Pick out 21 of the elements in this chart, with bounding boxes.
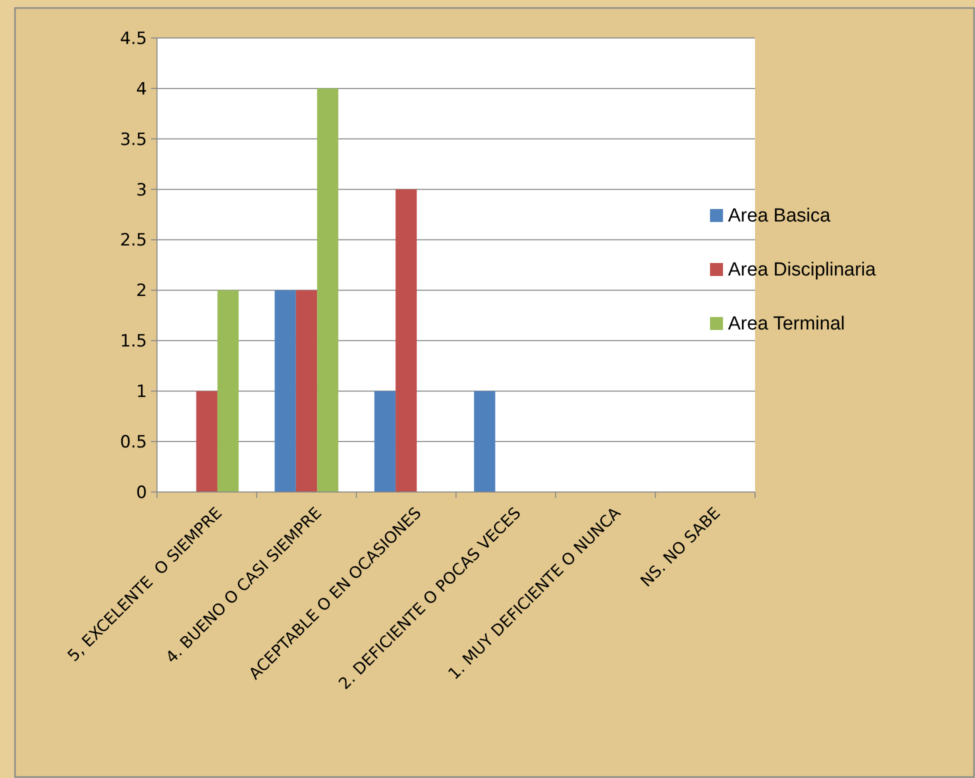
legend-label: Area Basica [728,206,831,227]
legend-label: Area Terminal [728,314,845,335]
y-tick-label: 1.5 [120,332,147,352]
bar [196,391,218,492]
y-tick-label: 2.5 [120,230,147,251]
y-tick-label: 4 [136,79,147,100]
bar [296,290,318,492]
y-tick-label: 0 [136,482,147,503]
y-tick-label: 2 [136,281,147,302]
y-tick-label: 0.5 [120,432,147,453]
y-tick-label: 3 [136,180,147,200]
y-tick-label: 1 [136,382,147,402]
bar [396,189,417,492]
y-tick-label: 3.5 [120,130,147,150]
bar [474,391,496,492]
bar [374,391,396,492]
bar [217,290,239,492]
bar [317,88,338,492]
bar [274,290,296,492]
y-tick-label: 4.5 [120,28,147,49]
legend-label: Area Disciplinaria [728,260,876,281]
